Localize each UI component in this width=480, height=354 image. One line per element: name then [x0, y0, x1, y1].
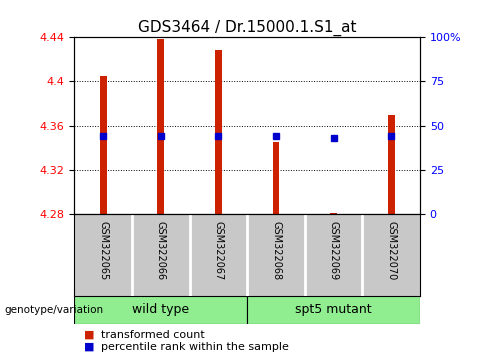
Bar	[100, 76, 107, 214]
Bar	[388, 115, 395, 214]
Bar	[273, 142, 279, 214]
Bar	[330, 213, 337, 214]
Text: GSM322067: GSM322067	[214, 221, 223, 280]
Text: spt5 mutant: spt5 mutant	[295, 303, 372, 316]
Text: wild type: wild type	[132, 303, 190, 316]
Text: ■: ■	[84, 330, 95, 339]
Text: GSM322068: GSM322068	[271, 221, 281, 280]
Text: GSM322065: GSM322065	[98, 221, 108, 280]
Text: GSM322066: GSM322066	[156, 221, 166, 280]
Bar	[247, 296, 420, 324]
Bar	[74, 296, 247, 324]
Text: percentile rank within the sample: percentile rank within the sample	[101, 342, 288, 352]
Text: transformed count: transformed count	[101, 330, 204, 339]
Text: GSM322069: GSM322069	[329, 221, 338, 280]
Text: ■: ■	[84, 342, 95, 352]
Text: GSM322070: GSM322070	[386, 221, 396, 280]
Title: GDS3464 / Dr.15000.1.S1_at: GDS3464 / Dr.15000.1.S1_at	[138, 19, 357, 36]
Bar	[157, 39, 164, 214]
Text: genotype/variation: genotype/variation	[5, 305, 104, 315]
Bar	[215, 51, 222, 214]
